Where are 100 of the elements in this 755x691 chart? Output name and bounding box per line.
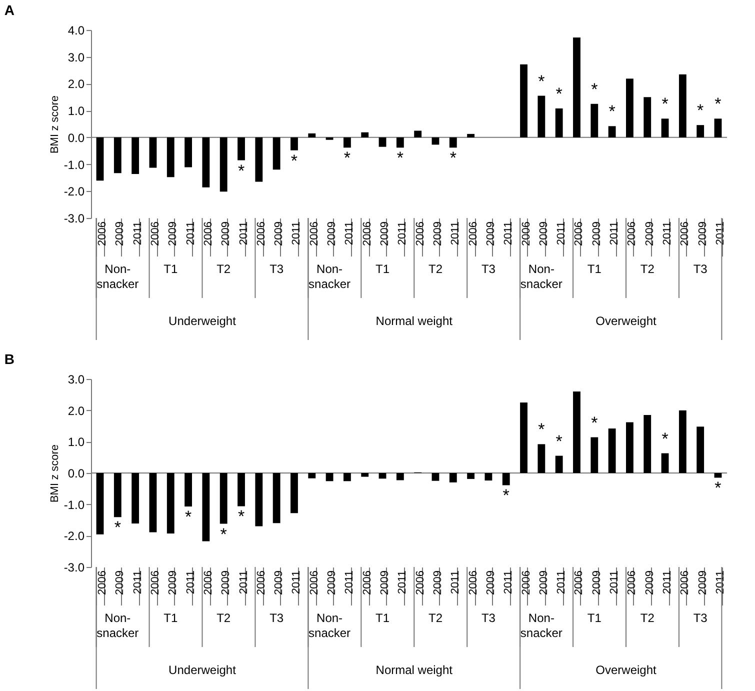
x-tick-label: 2009 [220,222,232,246]
x-tick-label: 2011 [184,570,197,594]
x-tick-label: 2011 [344,222,356,246]
y-tick-label: 0.0 [68,466,85,480]
bar [166,137,174,178]
x-tick-label: 2011 [556,570,568,594]
text: Non-snacker [520,611,562,640]
x-tick-label: 2009 [326,222,338,246]
x-tick-label: 2009 [273,222,286,246]
x-tick-label: 2011 [502,222,515,246]
text: T3 [693,262,708,276]
bar [166,473,174,534]
x-tick-label: 2011 [396,570,409,594]
bar [149,473,157,532]
data-label: * [538,72,546,91]
x-tick-label: 2011 [396,222,409,246]
x-tick-label: 2006 [96,222,109,246]
y-tick-label: 0.0 [68,130,85,145]
bar [396,137,404,148]
text: T1 [376,611,390,625]
bar [678,74,686,138]
bar [678,410,686,473]
x-tick-label: 2006 [308,570,320,595]
x-tick-label: 2009 [326,570,338,595]
bar [484,473,492,481]
bar [114,137,122,174]
bar [361,473,369,477]
bar [538,444,546,473]
y-tick-label: -2.0 [64,184,85,199]
data-label: * [662,94,669,114]
data-label: * [396,148,404,168]
y-tick-label: -1.0 [64,158,85,172]
bar [432,137,440,145]
y-tick-label: 3.0 [68,50,85,64]
bar [238,137,245,160]
bar [361,132,369,138]
x-tick-label: 2011 [662,222,674,246]
x-tick-label: 2006 [149,570,162,595]
bar [96,473,104,534]
text: T2 [640,611,655,625]
x-tick-label: 2009 [273,570,286,595]
x-tick-label: 2011 [290,222,303,246]
bar [449,137,457,148]
bar [149,137,157,168]
data-label: * [714,478,722,498]
bar [343,473,351,482]
x-tick-label: 2009 [379,222,392,246]
text: T1 [587,611,602,625]
bar [661,453,669,473]
data-label: * [538,420,546,440]
text: Normal weight [376,663,454,677]
y-tick-label: -3.0 [64,212,85,226]
text: T3 [270,262,284,276]
x-tick-label: 2006 [414,222,426,246]
x-tick-label: 2009 [114,222,126,246]
data-label: * [238,507,245,526]
x-tick-label: 2006 [520,222,532,246]
bar [573,392,580,473]
bar [644,97,652,138]
x-tick-label: 2009 [484,222,497,246]
data-label: * [450,148,457,168]
data-label: * [238,161,245,180]
bar [272,137,280,170]
y-axis-title: BMI z score [48,444,61,503]
data-label: * [591,80,598,99]
x-tick-label: 2009 [696,222,709,246]
data-label: * [556,432,563,451]
text: Normal weight [376,314,454,328]
data-label: * [714,94,722,114]
x-tick-label: 2011 [238,222,250,246]
x-tick-label: 2011 [132,570,144,594]
y-axis-title: BMI z score [48,95,61,154]
x-tick-label: 2006 [626,222,638,246]
bar [308,133,316,138]
bar [696,125,704,138]
bar [538,96,546,138]
data-label: * [344,148,351,168]
text: Non-snacker [520,262,562,291]
bar [326,137,334,140]
x-tick-label: 2011 [132,222,144,246]
text: T3 [481,262,496,276]
x-tick-label: 2009 [538,570,550,595]
text: Non-snacker [308,262,351,291]
bar [308,473,316,478]
x-tick-label: 2011 [502,570,515,594]
y-tick-label: 2.0 [68,404,85,418]
x-tick-label: 2011 [184,222,197,246]
bar [432,473,440,481]
bar [608,428,616,473]
bar [343,137,351,148]
bar [626,422,634,473]
text: T3 [481,611,496,625]
data-label: * [502,486,510,506]
bar [520,402,528,473]
bar [132,137,140,174]
x-tick-label: 2009 [590,222,603,246]
bar [555,108,563,138]
text: T2 [216,611,231,625]
x-tick-label: 2011 [714,570,726,594]
bar [220,137,228,192]
